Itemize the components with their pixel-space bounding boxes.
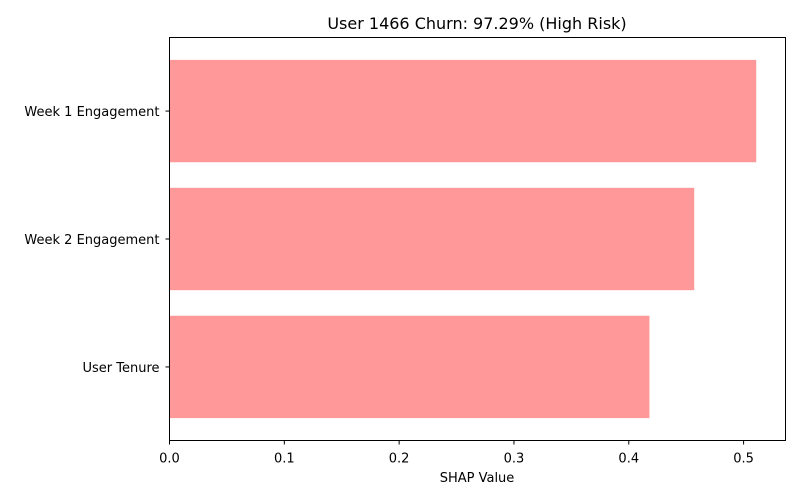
bars-group xyxy=(169,59,757,419)
y-axis-ticks: Week 1 Engagement Week 2 Engagement User T… xyxy=(24,105,170,376)
x-tick-label: 0.1 xyxy=(274,452,295,467)
y-tick-label: Week 2 Engagement xyxy=(24,233,159,248)
y-tick-label: User Tenure xyxy=(82,361,159,376)
y-tick-label: Week 1 Engagement xyxy=(24,105,159,120)
x-axis-ticks: 0.0 0.1 0.2 0.3 0.4 0.5 xyxy=(159,440,754,467)
x-axis-label: SHAP Value xyxy=(440,471,515,486)
x-tick-label: 0.2 xyxy=(389,452,410,467)
chart-title: User 1466 Churn: 97.29% (High Risk) xyxy=(327,14,626,33)
x-tick-label: 0.0 xyxy=(159,452,180,467)
bar-user-tenure xyxy=(169,315,650,419)
x-tick-label: 0.3 xyxy=(504,452,525,467)
x-tick-label: 0.5 xyxy=(733,452,754,467)
x-tick-label: 0.4 xyxy=(618,452,639,467)
bar-week-2-engagement xyxy=(169,187,695,291)
bar-week-1-engagement xyxy=(169,59,757,163)
